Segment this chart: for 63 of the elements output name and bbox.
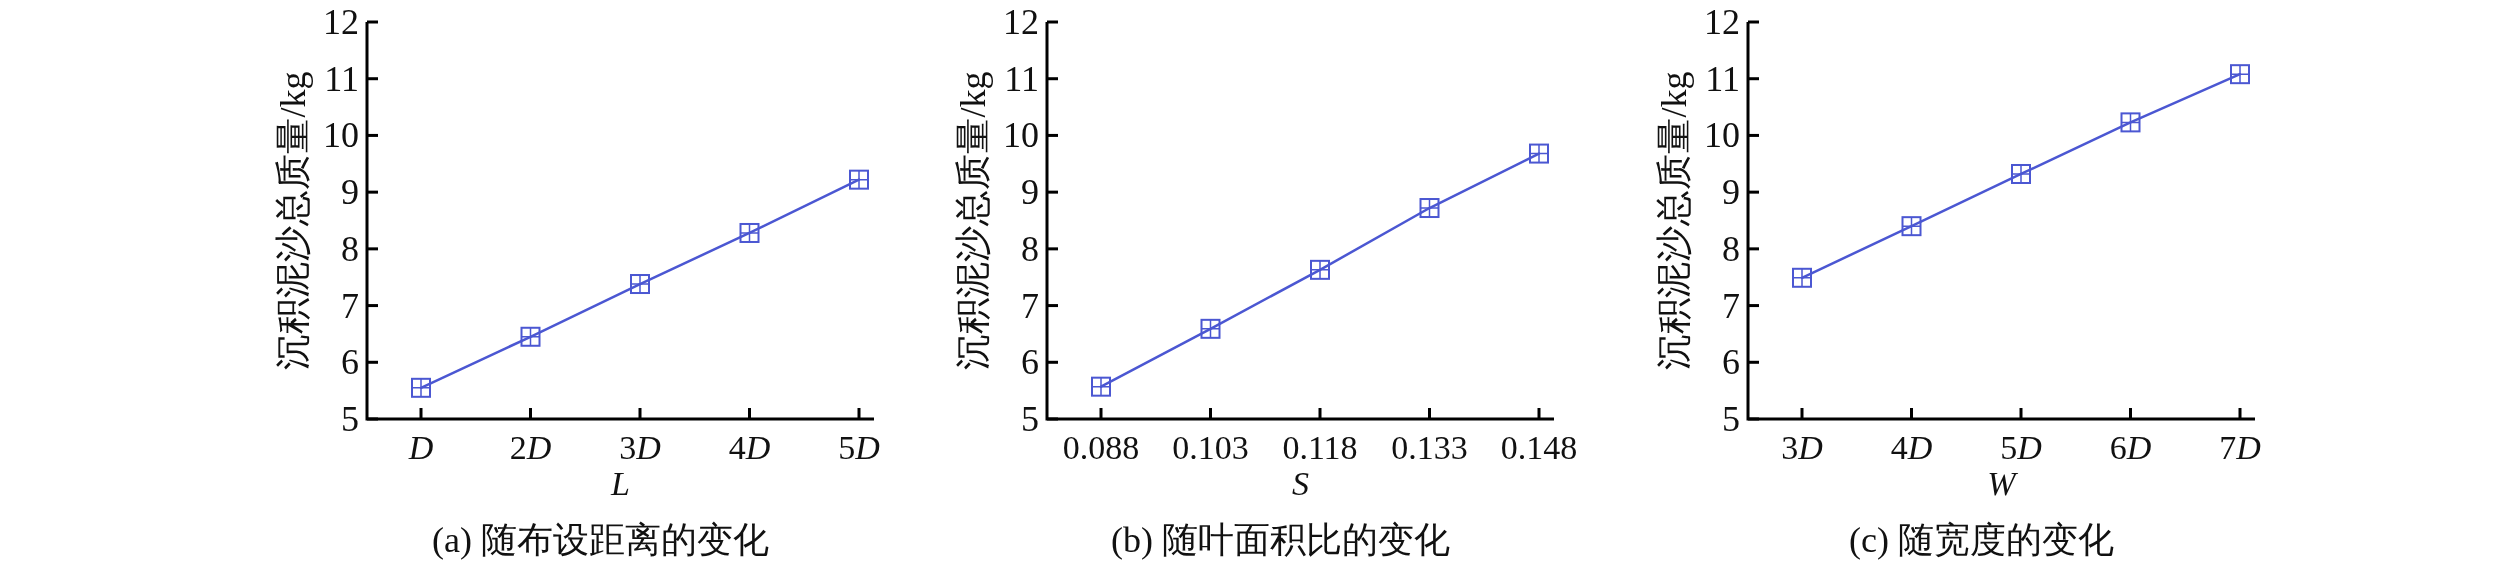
x-tick-label: 6D: [2109, 429, 2152, 466]
x-tick-label: 3D: [1781, 429, 1824, 466]
point: [411, 377, 431, 398]
y-tick-label: 7: [341, 285, 359, 326]
x-tick-label: 0.088: [1062, 429, 1140, 466]
x-tick-label: 4D: [1890, 429, 1933, 466]
y-tick-label: 9: [341, 172, 359, 213]
point: [1091, 376, 1111, 397]
y-tick-label: 6: [341, 342, 359, 383]
y-tick-label: 10: [1704, 115, 1740, 156]
point: [1792, 267, 1812, 288]
point: [520, 326, 541, 347]
y-tick-label: 12: [323, 2, 359, 42]
x-tick-label: 5D: [2000, 429, 2043, 466]
x-tick-label: 2D: [509, 429, 552, 466]
x-tick-label: 4D: [728, 429, 771, 466]
x-axis-title: W: [1987, 465, 2019, 502]
text: (a) 随布设距离的变化: [432, 520, 769, 560]
y-tick-label: 5: [1722, 399, 1740, 439]
point: [1529, 143, 1549, 164]
x-tick-label: 0.103: [1172, 429, 1249, 466]
point: [2120, 112, 2141, 133]
x-tick-label: 5D: [838, 429, 881, 466]
y-tick-label: 8: [1722, 228, 1740, 269]
y-tick-label: 12: [1704, 2, 1740, 42]
y-tick-label: 9: [1021, 172, 1039, 213]
y-tick-label: 6: [1021, 342, 1039, 383]
y-tick-label: 7: [1021, 285, 1039, 326]
text: (b) 随叶面积比的变化: [1111, 520, 1450, 560]
point: [1310, 259, 1330, 280]
y-tick-label: 9: [1722, 172, 1740, 213]
y-tick-label: 11: [1004, 58, 1039, 99]
text: (c) 随宽度的变化: [1849, 520, 2114, 560]
y-tick-label: 6: [1722, 342, 1740, 383]
point: [630, 274, 650, 295]
x-tick-label: 0.133: [1391, 429, 1468, 466]
y-axis-title: 沉积泥沙总质量/kg: [1654, 71, 1694, 370]
y-tick-label: 11: [324, 58, 359, 99]
x-tick-label: 0.148: [1500, 429, 1578, 466]
y-tick-label: 12: [1003, 2, 1039, 42]
point: [849, 169, 869, 190]
x-tick-label: 7D: [2219, 429, 2262, 466]
y-tick-label: 7: [1722, 285, 1740, 326]
point: [1419, 198, 1440, 219]
x-tick-label: D: [407, 429, 434, 466]
y-axis-title: 沉积泥沙总质量/kg: [953, 71, 993, 370]
y-tick-label: 10: [1003, 115, 1039, 156]
point: [2011, 163, 2031, 184]
x-axis-title: L: [610, 465, 630, 502]
x-axis-title: S: [1292, 465, 1309, 502]
x-tick-label: 3D: [619, 429, 662, 466]
y-tick-label: 5: [341, 399, 359, 439]
y-axis-title: 沉积泥沙总质量/kg: [273, 71, 313, 370]
y-tick-label: 8: [341, 228, 359, 269]
point: [739, 222, 760, 243]
y-tick-label: 11: [1705, 58, 1740, 99]
y-tick-label: 8: [1021, 228, 1039, 269]
point: [2230, 64, 2250, 85]
y-tick-label: 5: [1021, 399, 1039, 439]
point: [1200, 318, 1221, 339]
x-tick-label: 0.118: [1282, 429, 1358, 466]
point: [1901, 216, 1922, 237]
y-tick-label: 10: [323, 115, 359, 156]
